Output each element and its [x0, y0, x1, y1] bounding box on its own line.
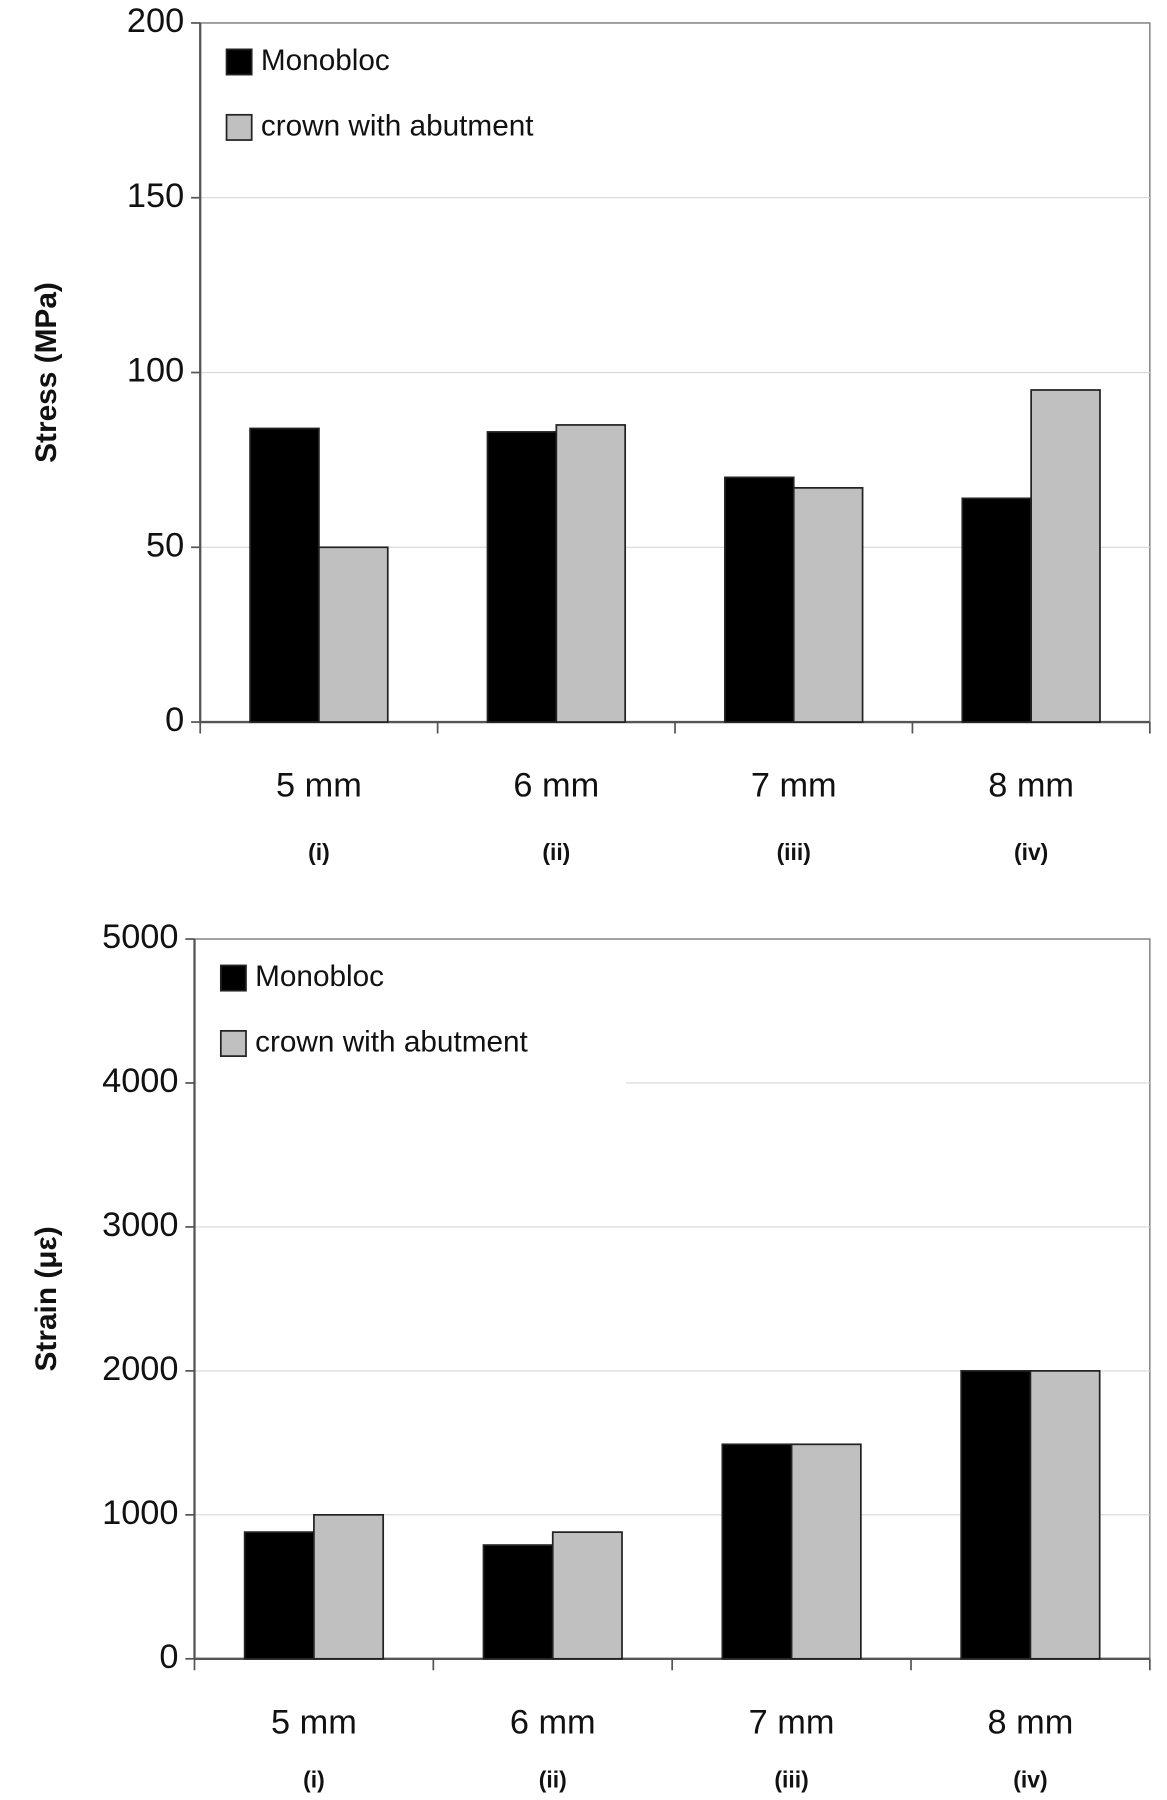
bar	[790, 1443, 862, 1660]
bar	[243, 1531, 315, 1660]
y-tick-label: 2000	[102, 1350, 178, 1388]
bar	[318, 546, 389, 723]
x-sub-label: (i)	[308, 839, 330, 865]
y-tick-label: 150	[127, 177, 184, 215]
x-sub-label: (iv)	[1014, 839, 1048, 865]
y-axis-label: Strain (με)	[30, 1226, 63, 1371]
legend-label: crown with abutment	[255, 1025, 528, 1058]
legend-label: crown with abutment	[261, 109, 534, 142]
bar	[721, 1443, 793, 1660]
bar	[249, 427, 320, 723]
x-sub-label: (ii)	[539, 1767, 567, 1793]
x-tick-label: 8 mm	[988, 1703, 1074, 1741]
bar	[960, 1370, 1032, 1660]
y-tick-label: 4000	[102, 1062, 178, 1100]
bar	[555, 424, 627, 723]
y-axis-label: Stress (MPa)	[30, 282, 63, 463]
x-sub-label: (iii)	[774, 1767, 808, 1793]
y-tick-label: 200	[127, 2, 184, 40]
x-tick-label: 8 mm	[988, 767, 1074, 805]
x-tick-label: 5 mm	[276, 767, 362, 805]
bar	[792, 487, 864, 723]
legend-label: Monobloc	[261, 44, 390, 77]
bar	[724, 476, 795, 723]
bar	[961, 497, 1032, 723]
y-tick-label: 5000	[102, 918, 178, 956]
x-sub-label: (iii)	[777, 839, 811, 865]
x-tick-label: 6 mm	[510, 1703, 596, 1741]
y-tick-label: 0	[165, 701, 184, 739]
y-tick-label: 1000	[102, 1494, 178, 1532]
legend-swatch	[225, 113, 253, 141]
legend-label: Monobloc	[255, 960, 384, 993]
x-tick-label: 5 mm	[271, 1703, 357, 1741]
y-tick-label: 100	[127, 352, 184, 390]
bar	[551, 1531, 623, 1660]
bar	[1030, 389, 1101, 723]
legend-swatch	[219, 1030, 247, 1057]
legend-swatch	[225, 48, 253, 76]
x-tick-label: 7 mm	[749, 1703, 835, 1741]
y-tick-label: 0	[159, 1638, 178, 1676]
bar	[482, 1544, 554, 1660]
y-tick-label: 3000	[102, 1206, 178, 1244]
legend-box	[196, 941, 626, 1085]
y-tick-label: 50	[146, 526, 184, 564]
x-sub-label: (iv)	[1013, 1767, 1047, 1793]
legend-box	[202, 25, 632, 169]
legend-swatch	[219, 964, 247, 992]
bar	[1029, 1370, 1101, 1660]
x-sub-label: (ii)	[542, 839, 570, 865]
x-tick-label: 6 mm	[513, 767, 599, 805]
x-tick-label: 7 mm	[751, 767, 837, 805]
bar	[486, 431, 558, 723]
bar	[313, 1513, 385, 1660]
x-sub-label: (i)	[303, 1767, 325, 1793]
